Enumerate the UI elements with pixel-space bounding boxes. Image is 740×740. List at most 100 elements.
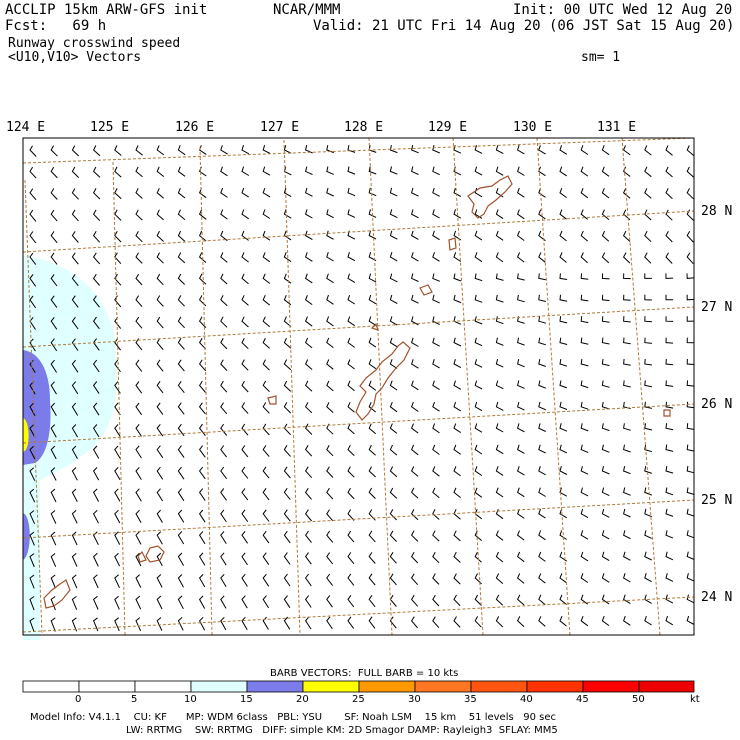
ishigaki-island: [145, 545, 165, 563]
wind-barb: [368, 487, 376, 499]
wind-barb: [411, 209, 419, 219]
wind-barb: [410, 359, 419, 369]
wind-barb: [474, 145, 483, 154]
lon-label-125: 125 E: [90, 120, 130, 135]
forecast-hour: Fcst: 69 h: [5, 18, 107, 34]
wind-barb: [241, 295, 249, 306]
wind-barb: [347, 273, 356, 283]
scale-tick-label: 0: [75, 694, 82, 705]
wind-barb: [92, 145, 101, 157]
wind-barb: [262, 380, 270, 393]
wind-barb: [474, 573, 482, 585]
barb-vector-note: BARB VECTORS: FULL BARB = 10 kts: [270, 668, 459, 679]
wind-barb: [50, 188, 58, 200]
wind-barb: [453, 401, 462, 412]
wind-barb: [50, 445, 57, 460]
wind-barb: [326, 573, 333, 586]
lat-label-27: 27 N: [701, 300, 733, 315]
wind-barb: [538, 594, 546, 606]
wind-barb: [220, 252, 228, 263]
wind-barb: [432, 423, 440, 434]
wind-barb: [623, 337, 631, 345]
wind-barb: [304, 530, 312, 543]
wind-barb: [538, 616, 546, 627]
wind-barb: [50, 166, 58, 179]
wind-barb: [156, 488, 164, 502]
tokunoshima: [448, 237, 457, 251]
wind-barb: [474, 230, 483, 241]
wind-barb: [283, 423, 291, 436]
scale-tick-label: 25: [352, 694, 365, 705]
wind-barb: [262, 187, 271, 198]
wind-barb: [580, 466, 589, 475]
wind-barb: [50, 316, 58, 330]
wind-barb: [50, 274, 58, 287]
wind-barb: [474, 423, 483, 433]
wind-barb: [453, 594, 461, 607]
wind-barb: [432, 294, 440, 304]
wind-barb: [326, 530, 334, 543]
wind-barb: [241, 466, 249, 479]
wind-barb: [304, 359, 313, 370]
wind-barb: [71, 617, 78, 632]
wind-barb: [623, 551, 631, 561]
wind-barb: [198, 359, 207, 372]
wind-barb: [644, 573, 652, 583]
wind-barb: [368, 145, 377, 153]
wind-barb: [71, 316, 79, 330]
wind-barb: [453, 509, 461, 520]
crosswind-shading: [23, 255, 118, 640]
wind-barb: [220, 445, 227, 458]
wind-barb: [135, 166, 143, 178]
wind-barb: [304, 466, 313, 479]
lon-label-127: 127 E: [260, 120, 300, 135]
wind-barb: [262, 595, 270, 609]
wind-barb: [495, 230, 504, 241]
wind-barb: [283, 316, 292, 327]
wind-barb: [114, 617, 120, 632]
wind-barb: [495, 145, 504, 155]
wind-barb: [665, 230, 673, 243]
wind-barb: [559, 337, 568, 345]
wind-barb: [538, 145, 546, 155]
wind-barb: [623, 508, 631, 518]
wind-barb: [198, 230, 207, 242]
wind-barb: [326, 552, 334, 565]
wind-barb: [198, 380, 206, 393]
meridian-line: [536, 137, 571, 636]
wind-barb: [368, 359, 377, 370]
wind-barb: [347, 166, 356, 175]
wind-barb: [71, 553, 78, 567]
wind-barb: [623, 358, 631, 366]
wind-barb: [29, 209, 37, 222]
wind-barb: [538, 423, 546, 432]
wind-barb: [665, 401, 674, 409]
wind-barb: [665, 316, 674, 322]
wind-barb: [177, 338, 185, 350]
wind-barb: [71, 145, 80, 157]
wind-barb: [538, 316, 547, 324]
wind-barb: [559, 188, 567, 199]
wind-barb: [283, 252, 292, 263]
wind-barb: [389, 509, 398, 521]
wind-barb: [135, 509, 142, 524]
wind-barb: [156, 295, 164, 307]
scale-cell: [414, 680, 472, 693]
wind-barb: [495, 573, 504, 584]
map-frame: [22, 137, 695, 636]
wind-barb: [389, 573, 397, 586]
wind-barb: [580, 337, 589, 345]
wind-barb: [516, 594, 525, 606]
wind-barb: [559, 316, 568, 324]
wind-barb: [177, 488, 185, 502]
wind-barb: [198, 423, 206, 437]
wind-barb: [410, 573, 419, 586]
wind-barb: [368, 337, 377, 348]
lon-label-124: 124 E: [6, 120, 46, 135]
wind-barb: [389, 552, 397, 564]
wind-barb: [411, 273, 419, 282]
wind-barb: [50, 145, 58, 157]
wind-barb: [262, 530, 270, 544]
wind-barb: [29, 617, 35, 632]
